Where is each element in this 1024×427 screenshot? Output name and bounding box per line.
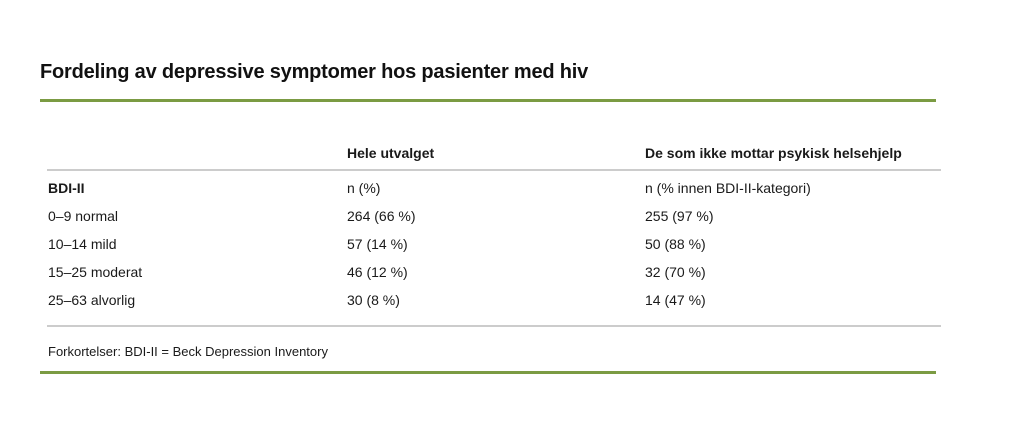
subheader-n-percent: n (%) — [347, 180, 381, 196]
row-label: 0–9 normal — [48, 208, 119, 224]
table-row: 25–63 alvorlig 30 (8 %) 14 (47 %) — [0, 290, 1024, 310]
cell-ikke-mottar-hjelp: 32 (70 %) — [645, 264, 706, 280]
cell-hele-utvalget: 46 (12 %) — [347, 264, 408, 280]
cell-ikke-mottar-hjelp: 50 (88 %) — [645, 236, 706, 252]
title-divider-green — [40, 99, 936, 102]
column-header-hele-utvalget: Hele utvalget — [347, 145, 435, 161]
header-divider — [47, 169, 941, 171]
footnote-abbreviations: Forkortelser: BDI-II = Beck Depression I… — [48, 344, 328, 359]
table-row: 15–25 moderat 46 (12 %) 32 (70 %) — [0, 262, 1024, 282]
row-label: 25–63 alvorlig — [48, 292, 136, 308]
row-label: 10–14 mild — [48, 236, 117, 252]
table-subheader-row: BDI-II n (%) n (% innen BDI-II-kategori) — [0, 178, 1024, 198]
cell-hele-utvalget: 30 (8 %) — [347, 292, 400, 308]
cell-hele-utvalget: 264 (66 %) — [347, 208, 416, 224]
cell-hele-utvalget: 57 (14 %) — [347, 236, 408, 252]
row-label-bdi: BDI-II — [48, 180, 85, 196]
table-row: 10–14 mild 57 (14 %) 50 (88 %) — [0, 234, 1024, 254]
cell-ikke-mottar-hjelp: 14 (47 %) — [645, 292, 706, 308]
cell-ikke-mottar-hjelp: 255 (97 %) — [645, 208, 714, 224]
row-label: 15–25 moderat — [48, 264, 143, 280]
footnote-divider — [47, 325, 941, 327]
column-header-ikke-mottar-hjelp: De som ikke mottar psykisk helsehjelp — [645, 145, 902, 161]
bottom-divider-green — [40, 371, 936, 374]
table-row: 0–9 normal 264 (66 %) 255 (97 %) — [0, 206, 1024, 226]
page-title: Fordeling av depressive symptomer hos pa… — [40, 61, 589, 83]
table-header-row: Hele utvalget De som ikke mottar psykisk… — [0, 143, 1024, 163]
subheader-n-percent-category: n (% innen BDI-II-kategori) — [645, 180, 811, 196]
